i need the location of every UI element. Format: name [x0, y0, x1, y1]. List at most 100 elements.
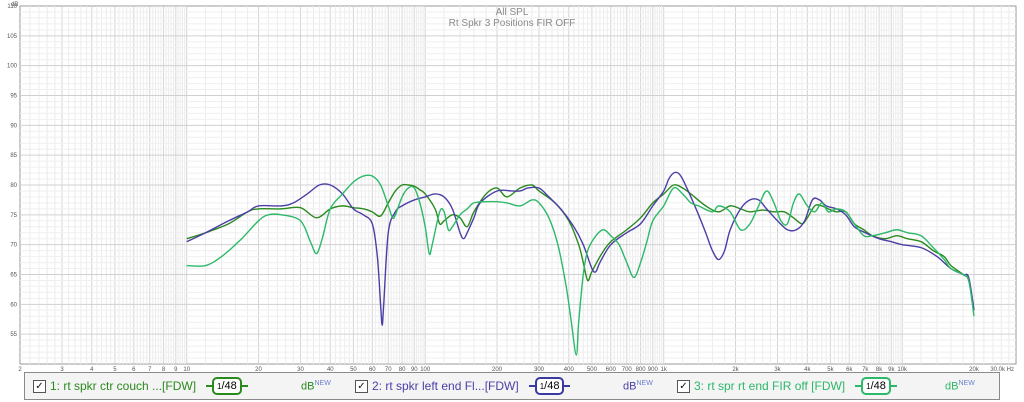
x-tick-label-23: 700	[622, 367, 633, 372]
smoothing-box-1[interactable]: 1/48	[212, 377, 242, 395]
db-new-1: NEW	[314, 380, 331, 387]
chart-subtitle: Rt Spkr 3 Positions FIR OFF	[449, 18, 576, 29]
x-tick-label-12: 50	[350, 367, 357, 372]
db-offset-1[interactable]: dBNEW	[301, 380, 331, 393]
legend-entry-3: ✓ 3: rt spr rt end FIR off [FDW] 1/48	[677, 373, 897, 399]
smoothing-line-right-2	[564, 385, 571, 387]
smoothing-control-2[interactable]: 1/48	[528, 377, 571, 395]
y-tick-label-4: 75	[10, 213, 17, 219]
x-tick-label-14: 70	[385, 367, 392, 372]
x-tick-label-2: 4	[90, 367, 94, 372]
y-tick-labels: 55 60 65 70 75 80 85 90 95 100 105 110	[7, 4, 18, 338]
series-line-2	[186, 171, 975, 326]
legend-checkbox-1[interactable]: ✓	[33, 379, 46, 393]
x-tick-label-20: 400	[564, 367, 575, 372]
x-tick-label-7: 9	[174, 367, 178, 372]
x-tick-label-10: 30	[297, 367, 304, 372]
x-tick-label-33: 8k	[876, 367, 883, 372]
x-tick-label-13: 60	[369, 367, 376, 372]
x-tick-label-11: 40	[327, 367, 334, 372]
chart-title: All SPL	[496, 7, 529, 18]
y-tick-label-3: 70	[10, 243, 17, 249]
legend-checkbox-2[interactable]: ✓	[355, 379, 368, 393]
x-tick-label-4: 6	[132, 367, 136, 372]
chart-curves	[186, 171, 975, 356]
smoothing-line-left-2	[528, 385, 535, 387]
y-tick-label-7: 90	[10, 123, 17, 129]
y-tick-label-8: 95	[10, 94, 17, 100]
y-tick-label-0: 55	[10, 332, 17, 338]
x-tick-label-15: 80	[399, 367, 406, 372]
smoothing-sep-2: /	[544, 380, 548, 392]
smoothing-numerator-2: 1	[539, 381, 545, 391]
x-tick-label-8: 10	[183, 367, 190, 372]
x-tick-label-3: 5	[113, 367, 117, 372]
y-tick-label-1: 60	[10, 302, 17, 308]
x-tick-label-29: 4k	[804, 367, 811, 372]
smoothing-denominator-2: 48	[547, 380, 560, 392]
smoothing-control-1[interactable]: 1/48	[206, 377, 248, 395]
x-tick-label-5: 7	[148, 367, 152, 372]
smoothing-numerator-1: 1	[217, 381, 222, 391]
x-tick-label-32: 7k	[862, 367, 869, 372]
y-tick-label-10: 105	[7, 34, 18, 40]
y-tick-label-9: 100	[7, 64, 18, 70]
x-tick-label-30: 5k	[827, 367, 834, 372]
db-new-2: NEW	[636, 380, 653, 387]
x-tick-label-34: 9k	[888, 367, 895, 372]
x-tick-label-28: 3k	[774, 367, 781, 372]
x-tick-label-17: 100	[420, 367, 431, 372]
legend-label-1[interactable]: 1: rt spkr ctr couch ...[FDW]	[50, 379, 197, 393]
chart-grid	[19, 5, 1017, 365]
smoothing-box-3[interactable]: 1/48	[861, 377, 891, 395]
x-tick-label-26: 1k	[661, 367, 668, 372]
db-offset-2[interactable]: dBNEW	[623, 380, 653, 393]
smoothing-sep-3: /	[870, 380, 874, 392]
legend-bar: ✓ 1: rt spkr ctr couch ...[FDW] 1/48 dBN…	[24, 372, 1000, 400]
smoothing-denominator-3: 48	[873, 380, 886, 392]
legend-entry-2: ✓ 2: rt spkr left end Fl...[FDW] 1/48	[355, 373, 571, 399]
db-new-3: NEW	[958, 380, 975, 387]
y-tick-label-2: 65	[10, 273, 17, 279]
legend-entry-1: ✓ 1: rt spkr ctr couch ...[FDW] 1/48	[33, 373, 248, 399]
smoothing-line-right-3	[890, 385, 897, 387]
x-tick-label-36: 20k	[969, 367, 980, 372]
smoothing-line-right-1	[241, 385, 248, 387]
x-tick-label-9: 20	[255, 367, 262, 372]
smoothing-denominator-1: 48	[224, 380, 237, 392]
smoothing-line-left-3	[855, 385, 862, 387]
legend-checkbox-3[interactable]: ✓	[677, 379, 690, 393]
x-tick-label-31: 6k	[846, 367, 853, 372]
x-tick-label-6: 8	[162, 367, 166, 372]
x-tick-label-22: 600	[606, 367, 617, 372]
x-tick-label-21: 500	[587, 367, 598, 372]
x-tick-labels: 2 3 4 5 6 7 8 9 10 20 30 40 50 60 70 80 90 100 200 300 400 50…	[18, 367, 1014, 372]
db-label-2: dB	[623, 380, 637, 393]
x-tick-label-35: 10k	[897, 367, 908, 372]
smoothing-numerator-3: 1	[866, 381, 871, 391]
smoothing-sep-1: /	[221, 380, 225, 392]
x-tick-label-18: 200	[492, 367, 503, 372]
db-label-3: dB	[945, 380, 959, 393]
db-offset-3[interactable]: dBNEW	[945, 380, 975, 393]
y-tick-label-6: 85	[10, 153, 17, 159]
smoothing-box-2[interactable]: 1/48	[534, 377, 565, 395]
y-tick-label-5: 80	[10, 183, 17, 189]
x-tick-label-24: 800	[636, 367, 647, 372]
x-tick-label-25: 900	[648, 367, 659, 372]
db-label-1: dB	[301, 380, 315, 393]
x-tick-label-27: 2k	[732, 367, 739, 372]
x-tick-label-1: 3	[60, 367, 64, 372]
spl-chart: 2 3 4 5 6 7 8 9 10 20 30 40 50 60 70 80 90 100 200 300 400 50…	[7, 2, 1017, 372]
x-tick-label-0: 2	[18, 367, 22, 372]
series-line-3	[186, 174, 975, 356]
x-tick-label-16: 90	[411, 367, 418, 372]
legend-label-3[interactable]: 3: rt spr rt end FIR off [FDW]	[694, 379, 846, 393]
x-tick-label-19: 300	[534, 367, 545, 372]
y-axis-unit: dB	[11, 2, 18, 8]
smoothing-line-left-1	[206, 385, 213, 387]
smoothing-control-3[interactable]: 1/48	[855, 377, 897, 395]
y-tick-label-11: 110	[7, 4, 17, 10]
legend-label-2[interactable]: 2: rt spkr left end Fl...[FDW]	[372, 379, 519, 393]
x-tick-label-37: 30.0k Hz	[990, 367, 1014, 372]
